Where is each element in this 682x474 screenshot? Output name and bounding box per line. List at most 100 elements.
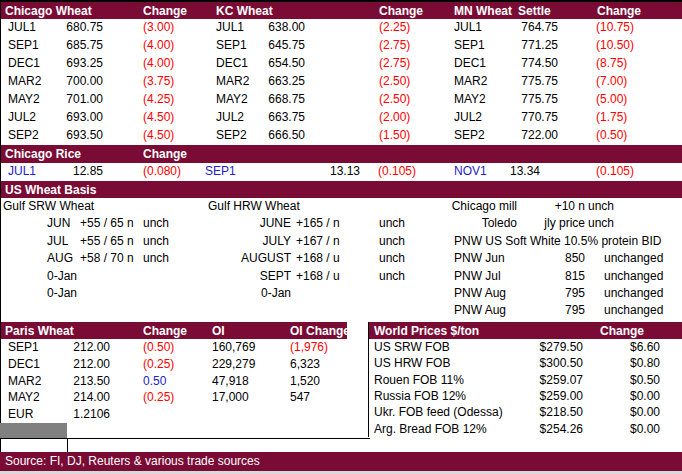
fob-price: $279.50 <box>513 339 583 356</box>
settle-price: 700.00 <box>40 73 103 90</box>
basis-change: unch <box>379 233 405 250</box>
source-text: Source: FI, DJ, Reuters & various trade … <box>5 453 260 470</box>
chicago-wheat-title: Chicago Wheat <box>5 3 92 20</box>
rice-change-header: Change <box>143 146 187 163</box>
paris-oi-header: OI <box>212 323 225 340</box>
basis-month: 0-Jan <box>47 285 87 302</box>
basis-value: +58 / 70 n <box>80 250 134 267</box>
wheat-price-report: Chicago Wheat Change KC Wheat Change MN … <box>0 0 682 474</box>
basis-value: +168 / u <box>296 250 340 267</box>
market-label: Russia FOB 12% <box>374 388 466 405</box>
basis-month: SEPT <box>231 268 291 285</box>
settle-price: 775.75 <box>495 73 558 90</box>
open-interest: 17,000 <box>212 389 249 406</box>
basis-value: +168 / u <box>296 268 340 285</box>
mn-change-header: Change <box>597 3 641 20</box>
settle-price: 663.75 <box>242 109 305 126</box>
gulf-hrw-label: Gulf HRW Wheat <box>208 198 300 215</box>
settle-price: 13.13 <box>297 163 360 180</box>
market-label: US SRW FOB <box>374 339 450 356</box>
world-price-row: Ukr. FOB feed (Odessa) $218.50 $0.00 <box>368 404 682 421</box>
price-change: (0.25) <box>143 389 174 406</box>
price-change: (2.50) <box>379 73 443 90</box>
settle-price: 680.75 <box>40 19 103 36</box>
paris-row: MAY2 214.00 (0.25) 17,000 547 <box>0 389 347 406</box>
price-change: (4.50) <box>143 109 207 126</box>
paris-row: MAR2 213.50 0.50 47,918 1,520 <box>0 373 347 390</box>
settle-price: 775.75 <box>495 91 558 108</box>
market-label: Arg. Bread FOB 12% <box>374 421 487 438</box>
price-change: (0.50) <box>596 127 666 144</box>
price-change: $0.00 <box>598 388 660 405</box>
price-change: (0.25) <box>143 356 174 373</box>
price-change: $6.60 <box>598 339 660 356</box>
fob-price: $300.50 <box>513 355 583 372</box>
source-footer-bar: Source: FI, DJ, Reuters & various trade … <box>0 452 682 471</box>
settle-price: 663.25 <box>242 73 305 90</box>
basis-month: AUGUST <box>231 250 291 267</box>
mill-change: unch <box>588 198 614 215</box>
mill-change: unchanged <box>604 302 663 319</box>
settle-price: 764.75 <box>495 19 558 36</box>
basis-month: 0-Jan <box>231 285 291 302</box>
settle-price: 693.50 <box>40 127 103 144</box>
basis-row: JUN +55 / 65 n unch JUNE +165 / n unch T… <box>0 215 682 232</box>
settle-price: 701.00 <box>40 91 103 108</box>
world-price-row: Arg. Bread FOB 12% $254.26 $0.00 <box>368 421 682 438</box>
settle-price: 771.25 <box>495 37 558 54</box>
basis-change: unch <box>143 215 169 232</box>
paris-row: DEC1 212.00 (0.25) 229,279 6,323 <box>0 356 347 373</box>
pnw-bid-label: PNW US Soft White 10.5% protein BID <box>454 233 661 250</box>
price-change: (10.50) <box>596 37 666 54</box>
basis-row: PNW Aug 795 unchanged <box>0 302 682 319</box>
mill-value: jly price <box>520 215 585 232</box>
paris-oi-change-header: OI Change <box>290 323 350 340</box>
futures-row: SEP1 685.75 (4.00) SEP1 645.75 (2.75) SE… <box>0 37 682 55</box>
mill-value: 850 <box>520 250 585 267</box>
mill-value: +10 n <box>520 198 585 215</box>
price-change: (3.00) <box>143 19 207 36</box>
price-change: (4.00) <box>143 37 207 54</box>
price-change: (4.00) <box>143 55 207 72</box>
price-change: $0.00 <box>598 404 660 421</box>
us-wheat-basis-title: US Wheat Basis <box>5 182 96 199</box>
basis-change: unch <box>379 250 405 267</box>
kc-wheat-title: KC Wheat <box>216 3 273 20</box>
basis-row: AUG +58 / 70 n unch AUGUST +168 / u unch… <box>0 250 682 267</box>
basis-change: unch <box>379 268 405 285</box>
settle-price: 212.00 <box>47 356 110 373</box>
mn-wheat-title: MN Wheat <box>454 3 512 20</box>
kc-change-header: Change <box>379 3 423 20</box>
settle-price: 666.50 <box>242 127 305 144</box>
mill-change: unchanged <box>604 268 663 285</box>
futures-row: SEP2 693.50 (4.50) SEP2 666.50 (1.50) SE… <box>0 127 682 145</box>
basis-change: unch <box>143 233 169 250</box>
mill-change: unchanged <box>604 250 663 267</box>
price-change: (2.75) <box>379 37 443 54</box>
paris-row: EUR 1.2106 <box>0 406 347 423</box>
price-change: $0.00 <box>598 421 660 438</box>
fob-price: $254.26 <box>513 421 583 438</box>
price-change: (10.75) <box>596 19 666 36</box>
paris-change-header: Change <box>143 323 187 340</box>
world-price-row: US HRW FOB $300.50 $0.80 <box>368 355 682 372</box>
settle-price: 668.75 <box>242 91 305 108</box>
price-change: (4.50) <box>143 127 207 144</box>
world-prices-left-border <box>368 322 369 437</box>
paris-wheat-title: Paris Wheat <box>5 323 74 340</box>
settle-price: 685.75 <box>40 37 103 54</box>
price-change: $0.80 <box>598 355 660 372</box>
basis-row: 0-Jan 0-Jan PNW Aug 795 unchanged <box>0 285 682 302</box>
mill-change: unch <box>588 215 614 232</box>
settle-price: 693.25 <box>40 55 103 72</box>
settle-price: 638.00 <box>242 19 305 36</box>
basis-change: unch <box>143 250 169 267</box>
futures-row: JUL2 693.00 (4.50) JUL2 663.75 (2.00) JU… <box>0 109 682 127</box>
rice-header-bar: Chicago Rice Change <box>0 145 682 163</box>
empty-bordered-cell <box>0 439 68 452</box>
open-interest-change: 6,323 <box>290 356 320 373</box>
settle-price: 654.50 <box>242 55 305 72</box>
mn-settle-header: Settle <box>518 3 551 20</box>
world-prices-header-bar: World Prices $/ton Change <box>368 322 682 339</box>
basis-value: +167 / n <box>296 233 340 250</box>
